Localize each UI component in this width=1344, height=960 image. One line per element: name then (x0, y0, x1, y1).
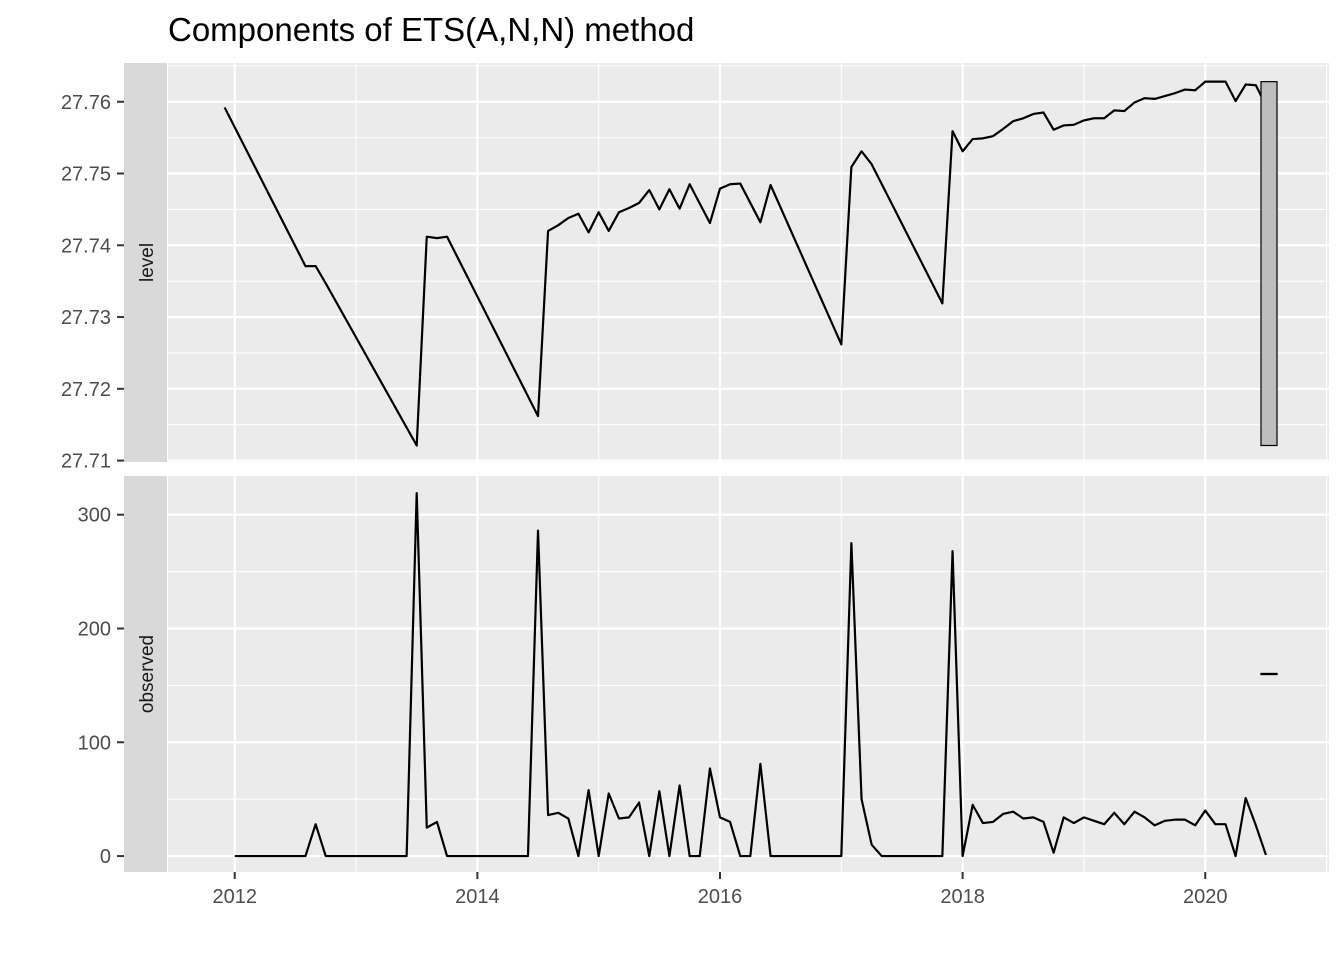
panel-background (168, 63, 1329, 462)
y-tick-label: 27.71 (61, 451, 111, 473)
x-axis: 2012 2014 2016 2018 2020 (212, 872, 1228, 908)
panel-level: 27.71 27.72 27.73 27.74 27.75 27.76 level (61, 63, 1329, 473)
x-tick-label: 2014 (455, 886, 500, 908)
facet-panels: 27.71 27.72 27.73 27.74 27.75 27.76 level 0 100 2… (61, 63, 1329, 872)
strip-background (124, 476, 167, 872)
chart-title: Components of ETS(A,N,N) method (168, 11, 694, 48)
x-tick-label: 2020 (1183, 886, 1228, 908)
y-tick-label: 300 (78, 505, 111, 527)
panel-background (168, 476, 1329, 872)
y-tick-label: 0 (100, 846, 111, 868)
y-tick-label: 27.74 (61, 235, 111, 257)
y-tick-label: 200 (78, 618, 111, 640)
strip-label-observed: observed (137, 635, 158, 713)
strip-background (124, 63, 167, 462)
y-tick-label: 27.75 (61, 164, 111, 186)
x-tick-label: 2012 (212, 886, 257, 908)
series-line-level (223, 80, 1267, 447)
strip-label-level: level (137, 243, 158, 282)
y-tick-label: 27.72 (61, 379, 111, 401)
y-tick-label: 100 (78, 732, 111, 754)
panel-observed: 0 100 200 300 observed (78, 476, 1329, 872)
y-tick-label: 27.76 (61, 92, 111, 114)
x-tick-label: 2018 (940, 886, 985, 908)
x-tick-label: 2016 (698, 886, 743, 908)
scale-bar-observed (1260, 672, 1278, 676)
series-line-observed (234, 491, 1267, 858)
y-tick-label: 27.73 (61, 307, 111, 329)
scale-bar-level (1260, 81, 1278, 447)
